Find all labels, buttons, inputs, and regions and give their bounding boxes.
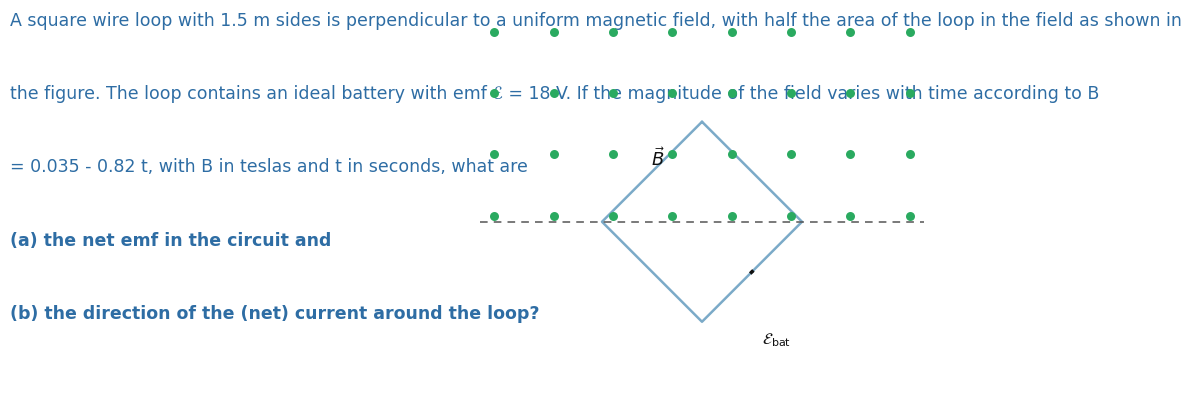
Text: A square wire loop with 1.5 m sides is perpendicular to a uniform magnetic field: A square wire loop with 1.5 m sides is p… [10,12,1182,30]
Point [722,29,742,35]
Point [722,151,742,158]
Text: (b) the direction of the (net) current around the loop?: (b) the direction of the (net) current a… [10,305,539,323]
Point [604,90,623,96]
Text: $\vec{B}$: $\vec{B}$ [650,147,665,170]
Point [900,151,919,158]
Point [544,90,563,96]
Point [781,151,800,158]
Text: the figure. The loop contains an ideal battery with emf ℰ = 18 V. If the magnitu: the figure. The loop contains an ideal b… [10,85,1099,103]
Point [900,90,919,96]
Point [781,29,800,35]
Point [485,151,504,158]
Point [841,29,860,35]
Point [841,213,860,219]
Point [662,29,682,35]
Point [604,213,623,219]
Point [722,90,742,96]
Point [781,90,800,96]
Point [722,213,742,219]
Point [662,213,682,219]
Point [841,90,860,96]
Text: = 0.035 - 0.82 t, with B in teslas and t in seconds, what are: = 0.035 - 0.82 t, with B in teslas and t… [10,158,528,176]
Point [781,213,800,219]
Text: (a) the net emf in the circuit and: (a) the net emf in the circuit and [10,232,331,249]
Text: $\mathcal{E}_{\mathregular{bat}}$: $\mathcal{E}_{\mathregular{bat}}$ [762,332,791,349]
Point [485,29,504,35]
Point [544,151,563,158]
Point [544,213,563,219]
Point [604,151,623,158]
Point [662,90,682,96]
Point [662,151,682,158]
Point [485,213,504,219]
Point [900,29,919,35]
Point [841,151,860,158]
Point [544,29,563,35]
Point [900,213,919,219]
Point [485,90,504,96]
Point [604,29,623,35]
